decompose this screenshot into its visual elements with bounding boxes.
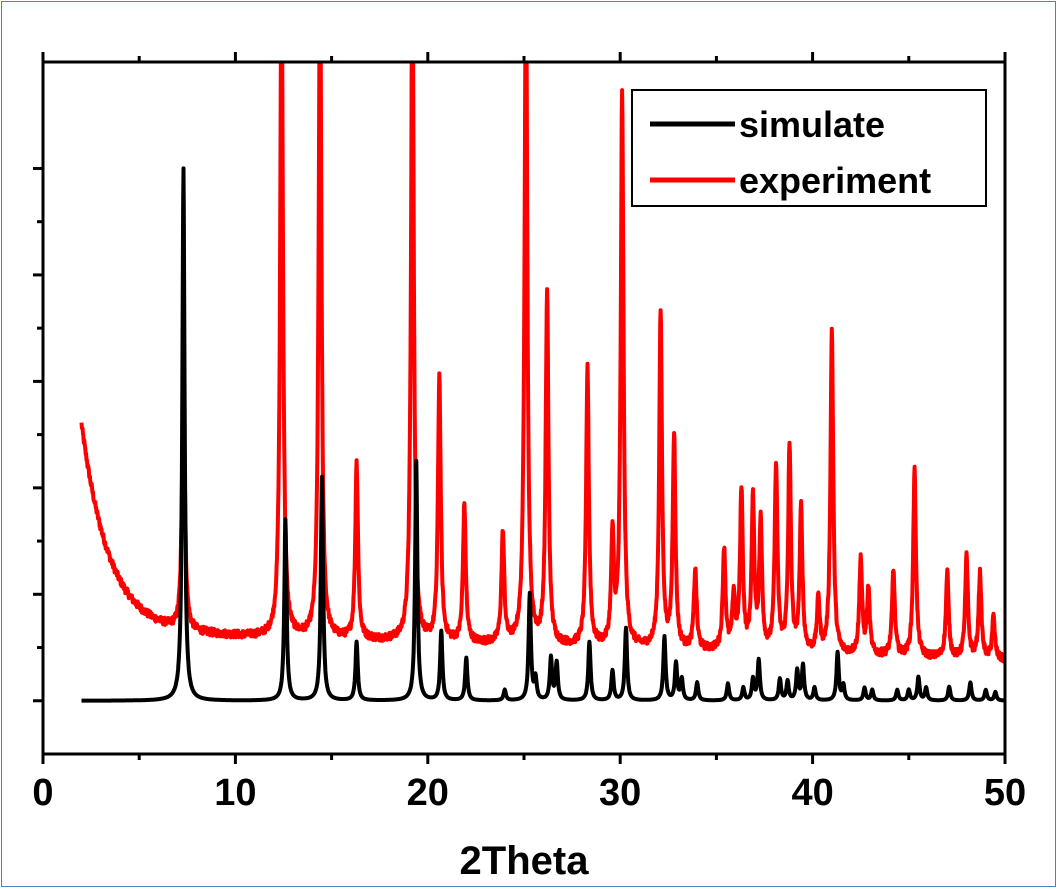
series-layer [79, 62, 1005, 703]
legend: simulate experiment [631, 89, 987, 207]
x-tick-label: 50 [984, 772, 1026, 814]
legend-box [631, 89, 987, 207]
x-tick-label: 0 [32, 772, 53, 814]
legend-label-experiment: experiment [739, 160, 931, 201]
x-tick-label: 10 [214, 772, 256, 814]
legend-label-simulate: simulate [739, 104, 885, 145]
x-axis-title: 2Theta [460, 839, 590, 883]
x-tick-label: 20 [407, 772, 449, 814]
x-tick-label: 30 [599, 772, 641, 814]
x-tick-label: 40 [791, 772, 833, 814]
series-line-simulate [79, 166, 1005, 703]
axes-layer: 0 10 20 30 40 50 [32, 52, 1026, 814]
series-line-experiment [79, 62, 1005, 664]
